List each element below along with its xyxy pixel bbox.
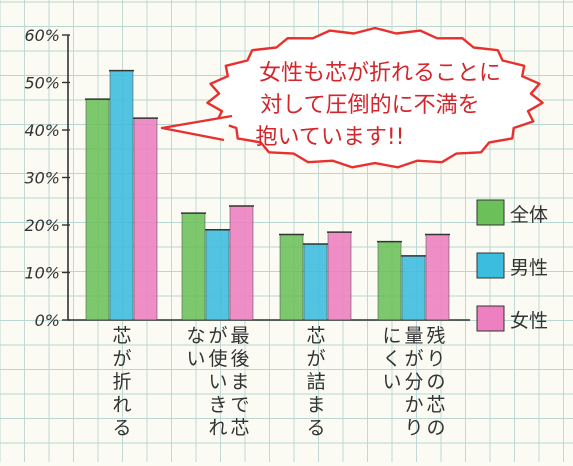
x-tick-label-char: き	[208, 394, 227, 416]
x-tick-label-char: の	[426, 371, 445, 393]
bars	[85, 69, 450, 321]
legend-label: 全体	[510, 204, 548, 226]
y-tick-label: 60%	[24, 26, 60, 45]
x-tick-label-char: が	[112, 348, 131, 370]
x-tick-label-char: り	[404, 417, 423, 439]
x-tick-label-char: 詰	[306, 371, 325, 393]
x-tick-label-char: く	[382, 348, 401, 370]
callout-bubble-shape	[206, 26, 544, 169]
x-tick-label-char: れ	[208, 417, 227, 439]
legend-swatch	[476, 252, 505, 279]
bar	[133, 117, 158, 321]
bar	[279, 234, 304, 321]
x-tick-label-char: 使	[208, 348, 227, 370]
callout-line: 抱いています!!	[256, 125, 405, 150]
bar	[327, 231, 352, 321]
x-tick-label-char: い	[208, 371, 227, 393]
bar	[229, 205, 254, 321]
y-tick-label: 40%	[24, 121, 60, 140]
bar	[85, 98, 110, 321]
x-tick-label-char: 芯	[230, 417, 249, 439]
x-tick-label-char: 芯	[112, 325, 131, 347]
x-tick-label-char: れ	[112, 394, 131, 416]
callout-line: 女性も芯が折れることに	[259, 61, 501, 86]
y-tick-label: 30%	[24, 169, 60, 188]
x-tick-label-char: な	[186, 325, 205, 347]
y-tick-label: 50%	[24, 74, 60, 93]
y-tick-label: 20%	[24, 216, 60, 235]
legend-swatch	[476, 199, 505, 226]
bar	[205, 229, 230, 321]
x-tick-label-char: が	[208, 325, 227, 347]
x-tick-label-char: 折	[112, 371, 131, 393]
x-tick-label-char: る	[112, 417, 131, 439]
y-tick-label: 10%	[24, 264, 60, 283]
y-tick-labels: 0% 10% 20% 30% 40% 50% 60%	[24, 26, 60, 330]
x-tick-label-char: 分	[404, 371, 423, 393]
bar	[181, 212, 206, 321]
bar	[109, 70, 134, 321]
x-tick-label-char: ま	[306, 394, 325, 416]
x-tick-label-char: 最	[230, 325, 249, 347]
x-tick-label-char: が	[404, 348, 423, 370]
x-tick-label-char: で	[230, 394, 249, 416]
x-tick-label-char: 残	[426, 325, 445, 347]
x-tick-label-char: り	[426, 348, 445, 370]
callout-bubble: 女性も芯が折れることに 対して圧倒的に不満を 抱いています!!	[160, 26, 544, 169]
x-tick-label-char: 後	[230, 348, 249, 370]
x-tick-label-char: ま	[230, 371, 249, 393]
x-tick-label-char: い	[186, 348, 205, 370]
y-tick-label: 0%	[35, 311, 60, 330]
bar	[303, 243, 328, 321]
x-tick-label-char: 量	[404, 325, 423, 347]
callout-pointer	[160, 114, 233, 142]
x-tick-label-char: 芯	[306, 325, 325, 347]
legend-swatch	[476, 305, 505, 332]
legend-label: 女性	[510, 310, 548, 332]
x-tick-label-char: 芯	[426, 394, 445, 416]
x-tick-label-char: か	[404, 394, 423, 416]
x-tick-label-char: が	[306, 348, 325, 370]
bar	[377, 241, 402, 321]
callout-line: 対して圧倒的に不満を	[260, 93, 479, 118]
x-tick-label-char: い	[382, 371, 401, 393]
x-tick-label-char: に	[382, 325, 401, 347]
bar	[401, 255, 426, 321]
x-tick-label-char: る	[306, 417, 325, 439]
x-tick-label-char: の	[426, 417, 445, 439]
legend-label: 男性	[510, 257, 548, 279]
bar	[425, 234, 450, 321]
